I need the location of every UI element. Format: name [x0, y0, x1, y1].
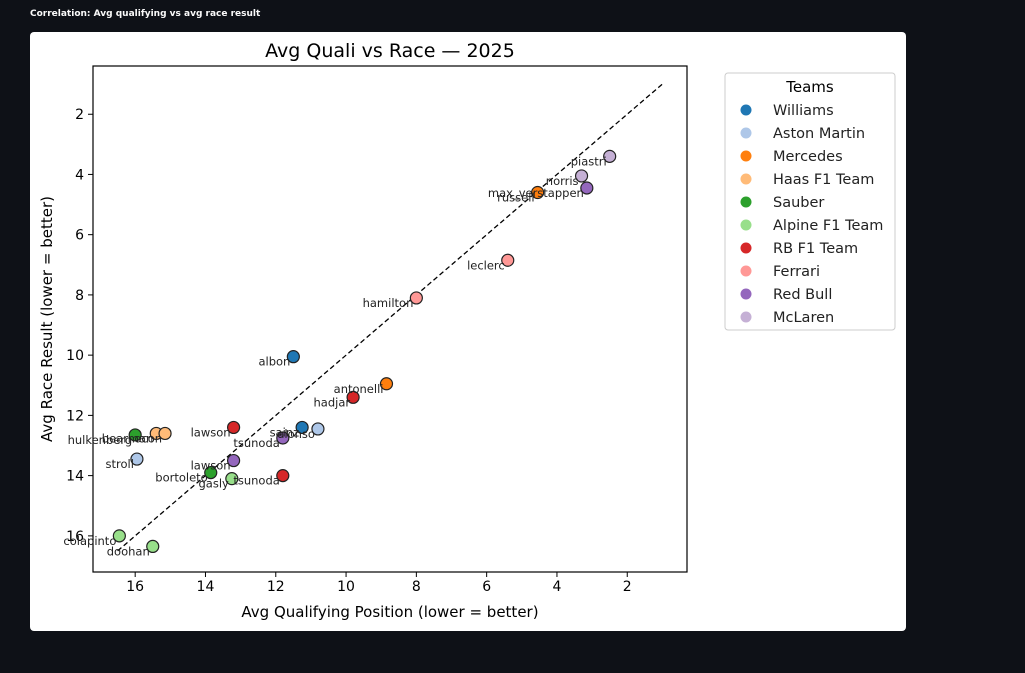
scatter-chart: Avg Quali vs Race — 2025 16 14 12 10 8 6 4 2 2 4 6… [38, 40, 896, 621]
data-point [112, 529, 126, 543]
point-label: max_verstappen [488, 186, 584, 200]
legend-marker [740, 265, 752, 277]
legend-marker [740, 196, 752, 208]
y-tick-label: 6 [75, 228, 84, 244]
x-tick-label: 12 [267, 579, 285, 595]
x-tick-label: 8 [412, 579, 421, 595]
y-tick-label: 2 [75, 107, 84, 123]
legend-label: Red Bull [773, 287, 832, 303]
point-label: russell [497, 191, 534, 205]
legend-label: Williams [773, 103, 834, 119]
data-point [409, 291, 423, 305]
section-title: Correlation: Avg qualifying vs avg race … [30, 9, 261, 19]
legend-marker [740, 127, 752, 139]
x-tick-label: 6 [482, 579, 491, 595]
data-point [128, 428, 142, 442]
x-tick-label: 16 [126, 579, 144, 595]
point-label: hulkenberg [68, 433, 133, 447]
x-tick-label: 2 [623, 579, 632, 595]
data-point [226, 453, 241, 468]
y-axis-label: Avg Race Result (lower = better) [38, 196, 56, 442]
data-point [276, 469, 290, 483]
legend-title: Teams [785, 78, 834, 96]
legend-marker [740, 150, 752, 162]
legend-marker [740, 242, 752, 254]
legend-label: RB F1 Team [773, 241, 858, 257]
data-point [531, 185, 545, 200]
point-label: hadjar [313, 395, 350, 409]
axis-ticks: 16 14 12 10 8 6 4 2 2 4 6 8 10 12 14 16 [66, 107, 632, 595]
point-label: albon [258, 355, 290, 369]
point-label: alonso [277, 427, 315, 441]
x-axis-label: Avg Qualifying Position (lower = better) [241, 603, 538, 621]
legend-label: Ferrari [773, 264, 820, 280]
x-tick-label: 4 [552, 579, 561, 595]
legend-box [724, 72, 896, 331]
point-label: bearman [102, 431, 154, 445]
legend-marker [740, 104, 752, 116]
data-point [580, 181, 594, 195]
x-tick-label: 14 [197, 579, 215, 595]
data-point [146, 539, 160, 553]
data-point [130, 452, 144, 466]
data-point [603, 149, 617, 163]
legend-label: McLaren [773, 310, 834, 326]
legend-label: Alpine F1 Team [773, 218, 883, 234]
point-label: gasly [198, 477, 229, 491]
data-point [276, 431, 290, 445]
point-label: ocon [134, 431, 162, 445]
legend-label: Haas F1 Team [773, 172, 874, 188]
data-point [346, 390, 360, 404]
y-tick-label: 4 [75, 167, 84, 183]
y-tick-label: 8 [75, 288, 84, 304]
y-tick-label: 12 [66, 408, 84, 424]
data-point [379, 377, 394, 391]
data-point [574, 169, 589, 183]
legend-marker [740, 311, 752, 323]
point-label: antonelli [334, 382, 384, 396]
legend-marker [740, 173, 752, 185]
point-label: hamilton [363, 296, 414, 310]
point-label: norris [546, 174, 579, 188]
legend: Teams Williams Aston Martin Mercedes Haas F… [724, 72, 896, 331]
point-label: bortoleto [155, 471, 207, 485]
point-label: tsunoda [233, 474, 279, 488]
data-point [225, 472, 239, 486]
point-label: doohan [107, 544, 150, 558]
point-label: stroll [106, 457, 134, 471]
point-label: lawson [191, 425, 231, 439]
data-point [311, 422, 325, 436]
data-point [204, 466, 218, 480]
point-label: leclerc [467, 258, 505, 272]
chart-title: Avg Quali vs Race — 2025 [265, 40, 515, 62]
y-tick-label: 14 [66, 469, 84, 485]
y-tick-label: 16 [66, 529, 84, 545]
point-label: piastri [571, 154, 607, 168]
legend-marker [740, 288, 752, 300]
point-label: lawson [191, 459, 231, 473]
point-label: colapinto [63, 534, 116, 548]
data-point [501, 253, 515, 267]
legend-marker [740, 219, 752, 231]
data-point [226, 420, 241, 435]
legend-label: Aston Martin [773, 126, 865, 142]
legend-label: Sauber [773, 195, 824, 211]
data-point [286, 350, 300, 364]
x-tick-label: 10 [337, 579, 355, 595]
chart-card: Avg Quali vs Race — 2025 16 14 12 10 8 6 4 2 2 4 6… [30, 32, 906, 631]
legend-label: Mercedes [773, 149, 843, 165]
y-tick-label: 10 [66, 348, 84, 364]
data-point [295, 420, 309, 435]
data-point [158, 426, 172, 441]
point-label: sainz [270, 425, 300, 439]
point-label: tsunoda [233, 436, 279, 450]
legend-items: Williams Aston Martin Mercedes Haas F1 Team… [740, 103, 883, 326]
